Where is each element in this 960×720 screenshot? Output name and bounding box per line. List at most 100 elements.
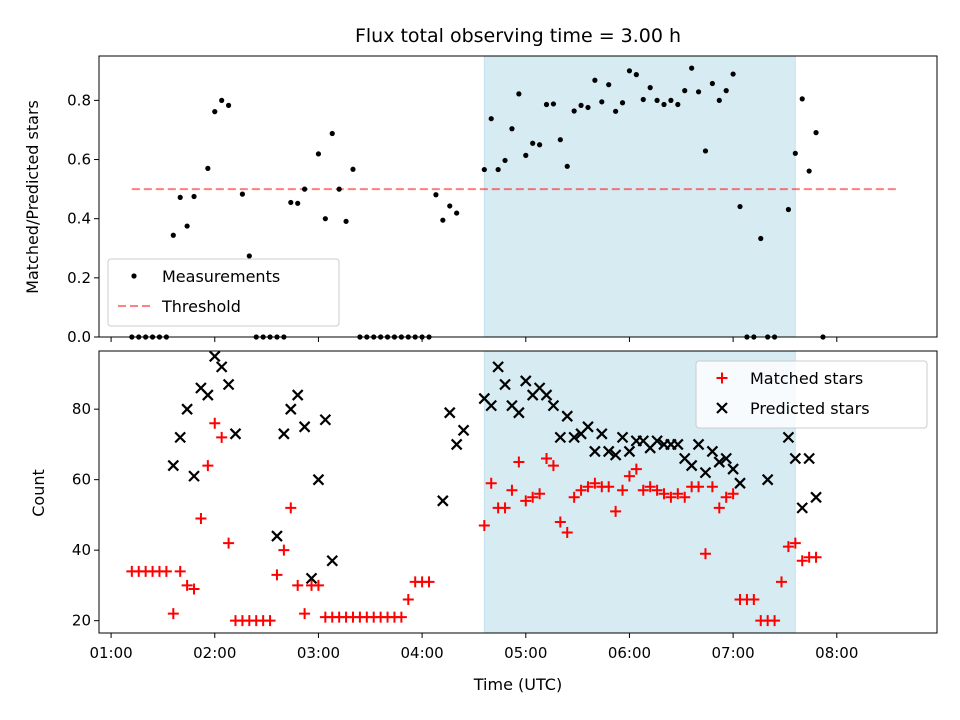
matched-star-point xyxy=(706,481,718,493)
predicted-star-point xyxy=(291,389,304,401)
matched-star-point xyxy=(499,502,511,514)
matched-star-point xyxy=(637,484,649,496)
bottom-legend: Matched stars Predicted stars xyxy=(695,360,928,429)
legend-box xyxy=(695,360,928,429)
measurement-point xyxy=(626,68,633,74)
legend-label: Measurements xyxy=(162,267,280,286)
measurement-point xyxy=(578,102,584,108)
matched-star-point xyxy=(209,417,221,429)
predicted-star-point xyxy=(699,466,712,479)
predicted-star-point xyxy=(789,452,802,465)
y-tick-label: 40 xyxy=(72,541,91,559)
y-tick-label: 0.6 xyxy=(67,151,91,169)
predicted-star-point xyxy=(810,491,822,504)
predicted-star-point xyxy=(174,431,186,444)
matched-star-point xyxy=(292,579,304,591)
predicted-star-point xyxy=(319,413,332,426)
measurement-point xyxy=(647,85,653,91)
legend-label: Predicted stars xyxy=(750,399,870,418)
predicted-star-point xyxy=(782,431,795,444)
legend-marker-swatch xyxy=(716,372,728,384)
measurement-point xyxy=(440,217,446,223)
x-tick-label: 05:00 xyxy=(504,644,547,662)
predicted-star-point xyxy=(547,399,560,412)
legend-marker-swatch xyxy=(131,273,137,279)
measurement-point xyxy=(509,126,515,132)
predicted-star-point xyxy=(568,431,580,444)
matched-star-point xyxy=(547,460,559,472)
measurement-point xyxy=(488,116,494,122)
bottom-y-axis-label: Count xyxy=(29,469,48,517)
predicted-star-point xyxy=(208,350,221,363)
matched-star-point xyxy=(713,502,725,514)
predicted-star-point xyxy=(685,459,698,472)
predicted-star-point xyxy=(305,572,318,585)
matched-star-point xyxy=(630,463,642,475)
y-tick-label: 0.0 xyxy=(67,328,91,346)
legend-box xyxy=(107,258,340,327)
measurement-point xyxy=(799,96,805,102)
predicted-star-point xyxy=(596,428,608,440)
measurement-point xyxy=(536,142,543,148)
predicted-star-point xyxy=(692,438,705,451)
matched-star-point xyxy=(561,527,573,539)
y-tick-label: 0.4 xyxy=(67,210,91,228)
matched-star-point xyxy=(485,477,497,489)
matched-star-point xyxy=(644,481,656,493)
measurement-point xyxy=(682,88,688,94)
predicted-star-point xyxy=(326,554,339,567)
measurement-point xyxy=(592,77,598,83)
measurement-point xyxy=(516,91,522,97)
matched-star-point xyxy=(395,611,407,623)
legend-label: Matched stars xyxy=(750,369,863,388)
predicted-star-point xyxy=(727,463,739,475)
matched-star-point xyxy=(278,544,290,556)
predicted-star-point xyxy=(492,361,504,373)
matched-star-point xyxy=(782,541,794,553)
axes-frame xyxy=(98,350,938,634)
predicted-star-point xyxy=(167,459,180,472)
matched-star-point xyxy=(527,491,539,503)
matched-star-point xyxy=(402,594,414,606)
matched-star-point xyxy=(554,516,566,528)
predicted-star-point xyxy=(499,378,511,391)
predicted-star-point xyxy=(285,403,297,415)
measurement-point xyxy=(737,203,743,210)
measurement-point xyxy=(806,168,812,174)
predicted-star-point xyxy=(437,495,449,507)
measurement-point xyxy=(557,137,563,143)
matched-star-point xyxy=(271,569,283,581)
x-tick-label: 02:00 xyxy=(193,644,236,662)
measurement-point xyxy=(219,97,225,103)
measurement-point xyxy=(585,104,591,111)
measurement-point xyxy=(613,108,619,114)
measurement-point xyxy=(792,150,798,156)
predicted-star-point xyxy=(271,530,283,542)
predicted-star-point xyxy=(720,452,732,465)
matched-star-point xyxy=(775,576,787,588)
x-tick-label: 04:00 xyxy=(400,644,443,662)
measurement-point xyxy=(447,203,453,209)
y-tick-label: 20 xyxy=(72,612,91,630)
matched-star-point xyxy=(202,460,214,472)
matched-star-point xyxy=(575,484,587,496)
predicted-star-point xyxy=(672,438,684,451)
predicted-star-point xyxy=(485,399,497,412)
predicted-star-point xyxy=(540,389,553,401)
measurement-point xyxy=(295,200,301,206)
predicted-star-point xyxy=(188,470,200,482)
matched-star-point xyxy=(423,576,435,588)
y-tick-label: 60 xyxy=(72,471,91,489)
matched-star-point xyxy=(534,488,546,500)
predicted-star-point xyxy=(222,378,235,391)
measurement-point xyxy=(343,218,349,224)
matched-star-point xyxy=(167,608,179,620)
measurement-point xyxy=(709,80,715,87)
measurement-point xyxy=(302,186,308,192)
measurement-point xyxy=(571,108,577,114)
matched-star-point xyxy=(589,477,601,489)
predicted-star-point xyxy=(734,477,746,489)
y-tick-label: 0.8 xyxy=(67,91,91,109)
